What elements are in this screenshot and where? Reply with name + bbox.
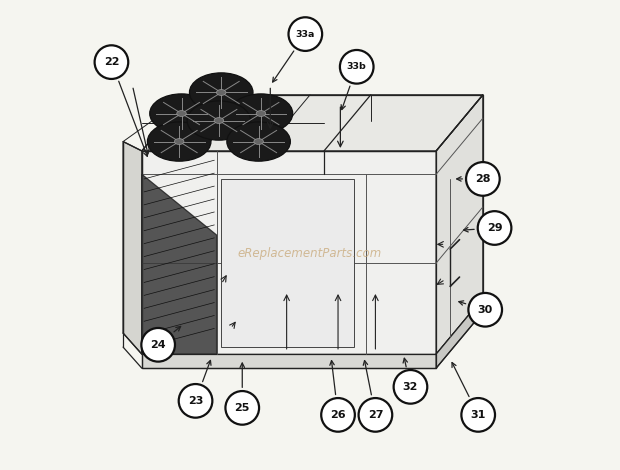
Text: 31: 31: [471, 410, 486, 420]
Polygon shape: [436, 298, 483, 368]
Text: 26: 26: [330, 410, 346, 420]
Ellipse shape: [190, 73, 253, 112]
Circle shape: [468, 293, 502, 327]
Circle shape: [226, 391, 259, 425]
Polygon shape: [142, 174, 216, 354]
Ellipse shape: [150, 94, 213, 133]
Polygon shape: [142, 354, 436, 368]
Ellipse shape: [216, 90, 226, 95]
Circle shape: [141, 328, 175, 361]
Text: 32: 32: [403, 382, 418, 392]
Text: 22: 22: [104, 57, 119, 67]
Ellipse shape: [214, 118, 224, 124]
Text: eReplacementParts.com: eReplacementParts.com: [238, 247, 382, 260]
Circle shape: [288, 17, 322, 51]
Ellipse shape: [174, 139, 184, 144]
Text: 24: 24: [150, 340, 166, 350]
Ellipse shape: [256, 110, 266, 117]
Ellipse shape: [177, 110, 186, 117]
Ellipse shape: [254, 139, 264, 144]
Text: 27: 27: [368, 410, 383, 420]
Polygon shape: [123, 141, 142, 354]
Ellipse shape: [227, 122, 290, 161]
Ellipse shape: [148, 122, 211, 161]
Ellipse shape: [229, 94, 293, 133]
Circle shape: [394, 370, 427, 404]
Text: 33a: 33a: [296, 30, 315, 39]
Polygon shape: [221, 179, 355, 347]
Polygon shape: [142, 151, 436, 354]
Circle shape: [461, 398, 495, 432]
Circle shape: [321, 398, 355, 432]
Circle shape: [340, 50, 373, 84]
Text: 29: 29: [487, 223, 502, 233]
Circle shape: [95, 45, 128, 79]
Polygon shape: [436, 95, 483, 354]
Text: 33b: 33b: [347, 63, 366, 71]
Text: 25: 25: [234, 403, 250, 413]
Polygon shape: [142, 95, 483, 151]
Text: 30: 30: [477, 305, 493, 315]
Ellipse shape: [187, 101, 250, 140]
Text: 23: 23: [188, 396, 203, 406]
Text: 28: 28: [475, 174, 490, 184]
Circle shape: [179, 384, 213, 418]
Circle shape: [358, 398, 392, 432]
Circle shape: [466, 162, 500, 196]
Circle shape: [478, 211, 512, 245]
